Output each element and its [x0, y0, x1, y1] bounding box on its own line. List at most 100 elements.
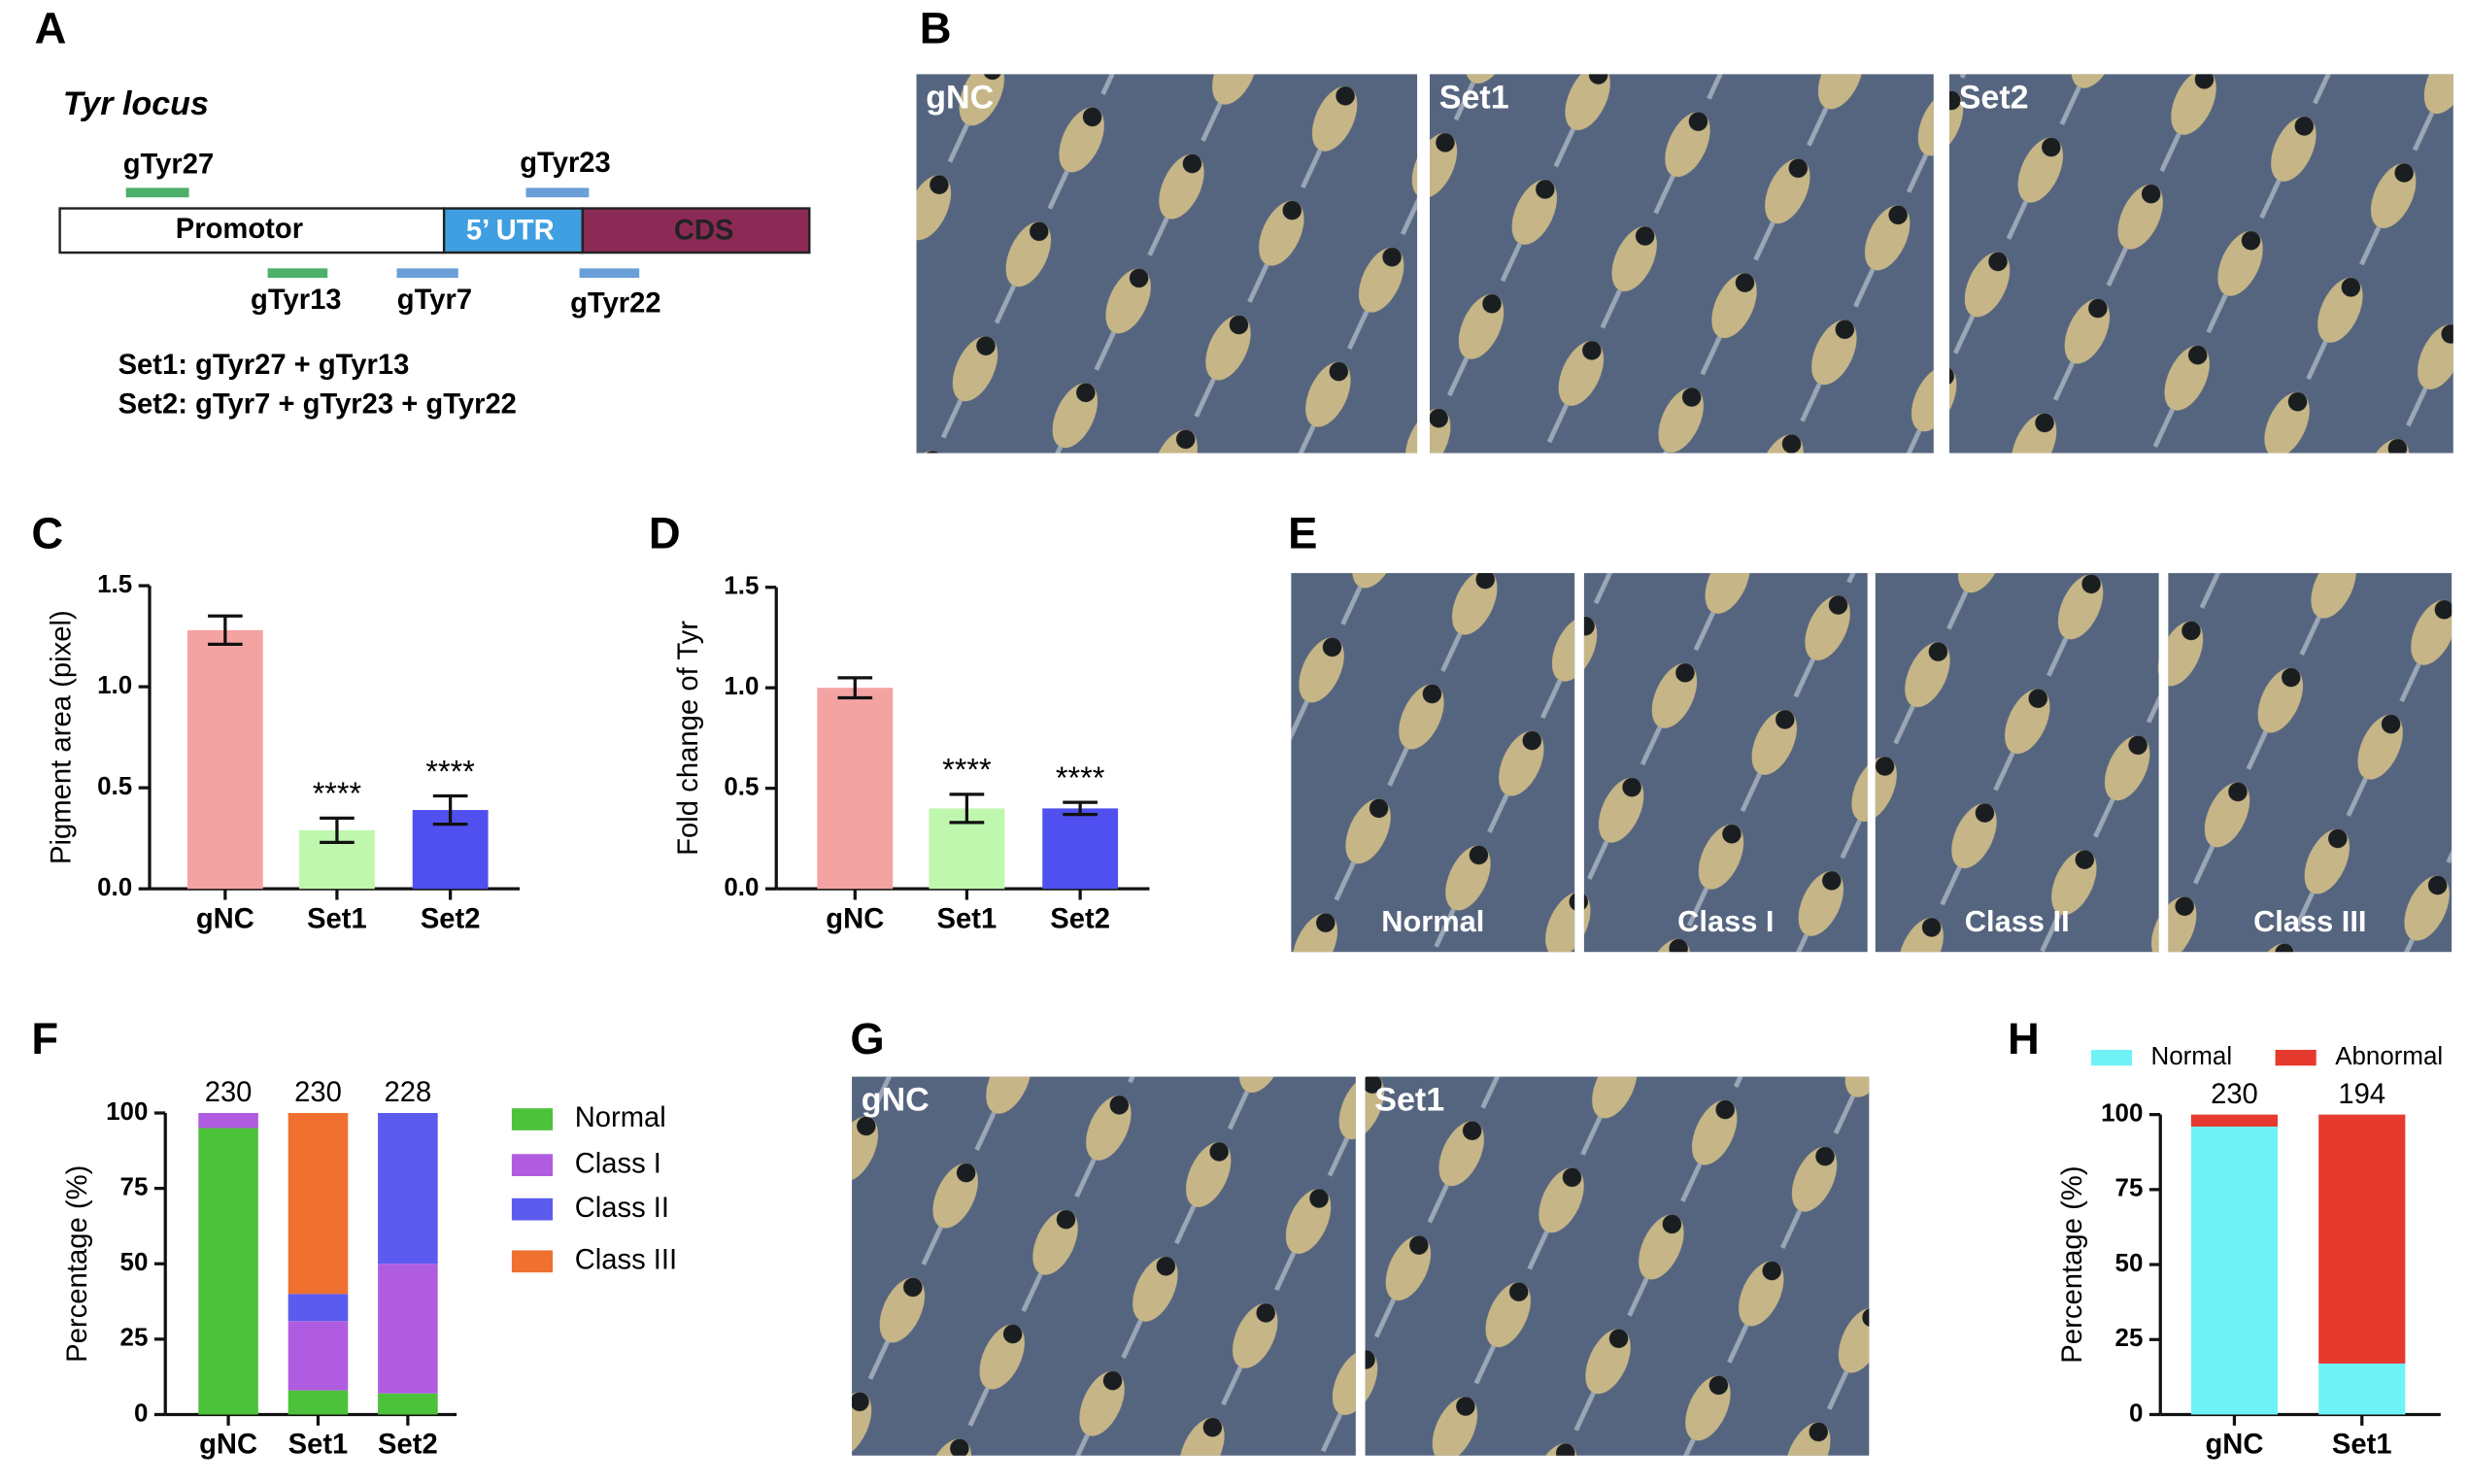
- guide-label: gTyr23: [520, 148, 611, 179]
- photo-label: Class I: [1677, 904, 1774, 938]
- bar-segment: [198, 1113, 258, 1129]
- photo-label: Set1: [1439, 79, 1509, 116]
- bar-segment: [287, 1321, 349, 1391]
- photo-texture: [852, 1076, 1356, 1456]
- set-label: Set1: gTyr27 + gTyr13: [118, 350, 410, 381]
- panel-letter: G: [850, 1014, 884, 1063]
- legend-swatch: [511, 1197, 554, 1221]
- panel-letter: E: [1288, 509, 1317, 558]
- photo-texture: [1365, 1076, 1870, 1456]
- y-axis-label: Pigment area (pixel): [47, 610, 78, 864]
- guide: [125, 187, 189, 198]
- y-tick-label: 0.0: [724, 872, 759, 901]
- y-tick-label: 75: [2115, 1173, 2144, 1202]
- legend-swatch: [2275, 1049, 2317, 1066]
- region-label: Promotor: [176, 214, 303, 245]
- region: [581, 207, 811, 254]
- x-tick-label: Set1: [2332, 1430, 2392, 1461]
- photo-label: gNC: [926, 79, 994, 116]
- bar-segment: [2318, 1363, 2406, 1415]
- count-label: 228: [385, 1077, 432, 1108]
- y-tick-label: 75: [120, 1171, 149, 1200]
- diagram-title: Tyr locus: [63, 85, 209, 122]
- y-tick-label: 100: [106, 1096, 148, 1126]
- panel-letter: H: [2008, 1014, 2040, 1063]
- legend-swatch: [511, 1108, 554, 1130]
- legend-label: Class III: [575, 1244, 677, 1275]
- bar-segment: [287, 1390, 349, 1415]
- guide: [396, 268, 458, 279]
- y-tick-label: 50: [2115, 1248, 2144, 1277]
- count-label: 230: [205, 1077, 253, 1108]
- bar: [817, 688, 894, 890]
- region-label: 5’ UTR: [466, 216, 555, 247]
- legend-label: Class II: [575, 1193, 669, 1224]
- guide-label: gTyr13: [251, 285, 342, 316]
- y-tick-label: 1.5: [724, 571, 759, 600]
- x-tick-label: Set2: [378, 1430, 438, 1461]
- x-tick-label: Set1: [288, 1430, 349, 1461]
- legend-label: Class I: [575, 1148, 661, 1179]
- y-tick-label: 0.5: [724, 772, 759, 801]
- y-tick-label: 0.0: [97, 872, 132, 901]
- guide-label: gTyr27: [123, 149, 215, 180]
- photo-texture: [1949, 74, 2453, 454]
- photo-label: Normal: [1381, 904, 1484, 938]
- count-label: 230: [2211, 1079, 2258, 1110]
- panel-letter: C: [31, 509, 63, 558]
- x-tick-label: Set1: [937, 903, 998, 934]
- photo-texture: [1430, 74, 1934, 454]
- bar: [1042, 808, 1119, 890]
- bar-segment: [287, 1113, 349, 1295]
- photo-texture: [1291, 573, 1575, 953]
- y-tick-label: 25: [120, 1323, 149, 1352]
- photos: gNC Set1 Set2 Normal Class I Class II Class II…: [852, 74, 2453, 1456]
- region: [442, 207, 585, 254]
- x-tick-label: Set1: [307, 903, 367, 934]
- panel-letter: B: [920, 3, 952, 52]
- bar-segment: [198, 1128, 258, 1415]
- photo-texture: [1583, 573, 1868, 953]
- bar-segment: [378, 1113, 438, 1265]
- y-axis-label: Percentage (%): [62, 1165, 93, 1363]
- count-label: 230: [294, 1077, 342, 1108]
- region-label: CDS: [674, 216, 734, 247]
- set-label: Set2: gTyr7 + gTyr23 + gTyr22: [118, 388, 517, 420]
- bar-segment: [2190, 1126, 2279, 1415]
- bar-segment: [287, 1294, 349, 1322]
- y-axis-label: Fold change of Tyr: [673, 621, 704, 856]
- x-tick-label: Set2: [421, 903, 481, 934]
- photo-texture: [916, 74, 1418, 454]
- y-tick-label: 1.5: [97, 569, 132, 598]
- photo-label: Class II: [1965, 904, 2070, 938]
- photo-label: Class III: [2253, 904, 2366, 938]
- legend-swatch: [2090, 1049, 2133, 1066]
- panel-letter: F: [31, 1014, 58, 1063]
- bar-segment: [2190, 1114, 2279, 1127]
- x-tick-label: gNC: [199, 1430, 257, 1461]
- x-tick-label: gNC: [2205, 1430, 2263, 1461]
- count-label: 194: [2338, 1079, 2385, 1110]
- y-tick-label: 0: [134, 1398, 148, 1427]
- y-tick-label: 100: [2101, 1097, 2143, 1127]
- panel-letter: D: [649, 509, 681, 558]
- annotation: ****: [942, 753, 992, 788]
- legend-swatch: [511, 1250, 554, 1273]
- bar-segment: [2318, 1114, 2406, 1364]
- guide: [579, 268, 640, 279]
- y-tick-label: 1.0: [724, 671, 759, 700]
- photo-texture: [2168, 573, 2452, 953]
- guide: [525, 187, 590, 198]
- y-tick-label: 1.0: [97, 670, 132, 699]
- legend-label: Normal: [575, 1102, 666, 1133]
- panel-letter: A: [35, 3, 67, 52]
- legend-label: Abnormal: [2335, 1041, 2443, 1070]
- photo-texture: [1875, 573, 2159, 953]
- bar-segment: [378, 1393, 438, 1415]
- annotation: ****: [425, 754, 475, 789]
- legend-label: Normal: [2151, 1041, 2233, 1070]
- x-tick-label: gNC: [826, 903, 884, 934]
- locus-diagram: Tyr locus Promotor 5’ UTR CDS gTyr27 gTy…: [58, 85, 811, 421]
- y-axis-label: Percentage (%): [2057, 1165, 2088, 1363]
